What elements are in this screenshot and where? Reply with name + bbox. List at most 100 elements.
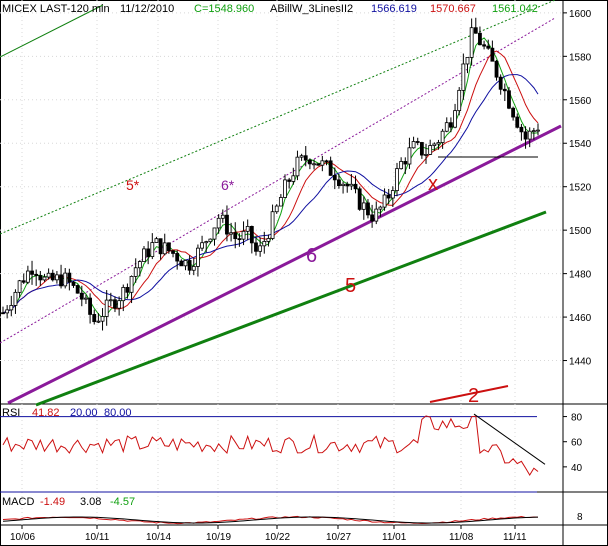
candle-body-101 [419, 142, 424, 156]
candle-body-45 [187, 260, 192, 271]
candle-body-119 [494, 60, 499, 78]
candle-body-108 [449, 122, 453, 128]
x-tick-label-3: 10/19 [206, 532, 231, 543]
candle-body-93 [386, 194, 391, 199]
rsi-tick-label-80: 80 [571, 413, 583, 424]
candle-body-36 [150, 242, 155, 257]
macd-signal-line [2, 516, 539, 524]
y-tick-label-1500: 1500 [569, 226, 592, 237]
annotation-6: 6 [306, 245, 317, 267]
rsi-value-2: 20.00 [70, 407, 98, 419]
candle-body-6 [25, 270, 30, 283]
candle-body-12 [50, 272, 55, 281]
candle-body-35 [146, 248, 151, 257]
candle-body-98 [407, 147, 412, 165]
x-tick-label-5: 10/27 [326, 532, 351, 543]
candle-body-97 [403, 161, 408, 165]
red-line-2 [429, 385, 509, 403]
trend-line-6 [7, 124, 562, 405]
candle-body-94 [390, 190, 395, 199]
candle-body-85 [353, 183, 358, 190]
candle-body-5 [21, 280, 26, 283]
candle-body-14 [59, 274, 63, 287]
candle-body-76 [316, 163, 321, 166]
candle-body-70 [291, 175, 296, 182]
candle-body-77 [320, 160, 325, 166]
candle-body-72 [299, 155, 304, 158]
candle-body-107 [444, 122, 449, 132]
annotation-x: x [428, 173, 438, 195]
candle-body-122 [507, 90, 511, 109]
candle-body-34 [142, 248, 146, 262]
candle-body-17 [71, 281, 76, 286]
ma-blue [2, 74, 539, 314]
candle-body-33 [137, 261, 142, 269]
candle-body-29 [121, 287, 126, 302]
candle-body-71 [295, 156, 300, 177]
candle-body-92 [382, 194, 387, 208]
candle-body-31 [129, 275, 134, 293]
candle-body-91 [378, 206, 383, 210]
candle-body-105 [436, 142, 441, 145]
annotation-5: 5 [345, 275, 356, 297]
candle-body-96 [399, 161, 404, 170]
candle-body-103 [428, 145, 433, 155]
x-axis-ticks: 10/06 10/11 10/14 10/19 10/22 10/27 11/01 11/08… [10, 525, 527, 543]
price-candles [1, 17, 540, 331]
candle-body-56 [233, 232, 238, 240]
candle-body-126 [523, 131, 528, 140]
annotation-5-star: 5* [126, 177, 140, 193]
candle-body-43 [179, 260, 184, 267]
candle-body-125 [519, 126, 524, 133]
x-tick-label-1: 10/11 [85, 532, 110, 543]
candle-body-124 [515, 116, 520, 128]
candle-body-40 [166, 242, 171, 252]
candle-body-53 [220, 214, 225, 219]
candle-body-113 [469, 27, 474, 58]
candle-body-67 [278, 197, 283, 207]
candle-body-15 [63, 272, 68, 287]
candle-body-73 [303, 155, 308, 161]
candle-body-127 [527, 130, 532, 140]
candle-body-111 [461, 63, 466, 91]
rsi-value-1: 41.82 [32, 407, 60, 419]
candle-body-65 [270, 211, 275, 239]
candle-body-95 [395, 168, 399, 191]
rsi-line-path [2, 415, 539, 476]
rsi-value-3: 80.00 [104, 407, 132, 419]
candle-body-48 [200, 242, 204, 249]
candle-body-116 [482, 44, 486, 47]
candle-body-7 [30, 270, 34, 275]
candle-body-89 [370, 214, 375, 222]
ma-red [2, 50, 539, 314]
candle-body-110 [457, 89, 462, 112]
candle-body-81 [337, 179, 341, 186]
candle-body-129 [536, 129, 540, 132]
candle-body-88 [366, 202, 370, 216]
candle-body-41 [171, 250, 175, 254]
candle-body-50 [208, 238, 213, 243]
candle-body-80 [332, 174, 337, 181]
candle-body-24 [100, 316, 105, 322]
x-tick-label-8: 11/11 [503, 532, 527, 543]
candle-body-82 [341, 183, 345, 186]
trend-line-5 [35, 210, 547, 407]
candle-body-57 [237, 238, 242, 241]
indicator-value-blue: 1566.619 [371, 3, 417, 15]
moving-averages [2, 37, 539, 320]
candle-body-112 [465, 57, 470, 65]
candle-body-121 [502, 88, 507, 92]
indicator-value-red: 1570.667 [430, 3, 476, 15]
channel-line-6-upper [0, 17, 556, 344]
candle-body-28 [117, 300, 122, 309]
x-tick-label-2: 10/14 [146, 532, 171, 543]
candle-body-59 [245, 226, 250, 232]
candle-body-69 [287, 179, 292, 182]
candle-body-13 [55, 274, 59, 281]
y-axis-ticks: 1440 1460 1480 1500 1520 1540 1560 1580 1600 [563, 9, 592, 368]
x-tick-label-7: 11/08 [449, 532, 474, 543]
macd-title: MACD [2, 496, 34, 508]
candle-body-22 [92, 314, 97, 323]
